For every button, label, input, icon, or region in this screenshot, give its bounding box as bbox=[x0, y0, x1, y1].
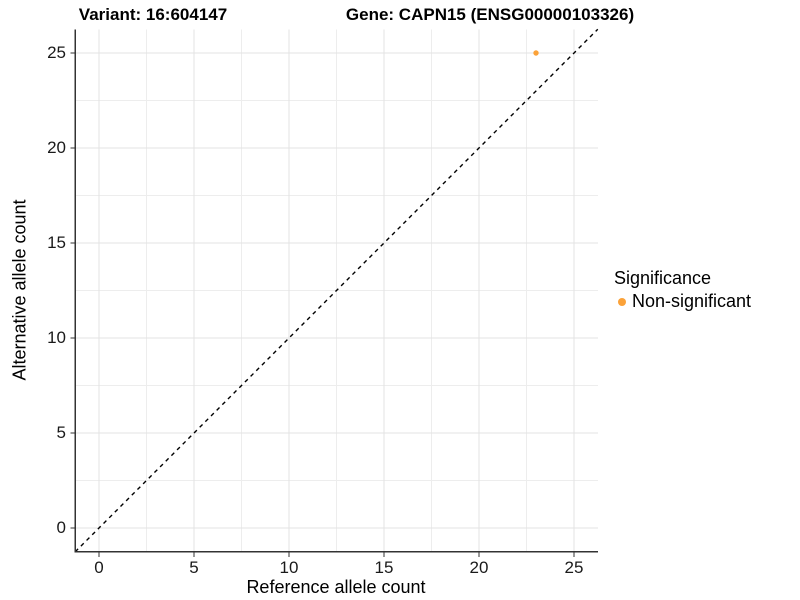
legend-item: Non-significant bbox=[612, 291, 751, 312]
y-tick-label: 5 bbox=[56, 423, 66, 442]
legend-title: Significance bbox=[614, 268, 712, 288]
x-tick-label: 5 bbox=[189, 558, 199, 577]
identity-line bbox=[74, 28, 599, 553]
x-tick-label: 15 bbox=[374, 558, 394, 577]
x-tick-label: 10 bbox=[279, 558, 299, 577]
legend-item-label: Non-significant bbox=[632, 291, 752, 311]
y-axis-title: Alternative allele count bbox=[9, 199, 30, 381]
x-axis-title: Reference allele count bbox=[246, 577, 426, 597]
variant-title: Variant: 16:604147 bbox=[78, 5, 228, 24]
x-tick-label: 20 bbox=[469, 558, 489, 577]
gene-title: Gene: CAPN15 (ENSG00000103326) bbox=[345, 5, 635, 24]
y-tick-label: 0 bbox=[56, 518, 66, 537]
legend: Significance Non-significant bbox=[612, 268, 751, 312]
y-tick-label: 25 bbox=[47, 43, 66, 62]
y-tick-label: 20 bbox=[47, 138, 66, 157]
legend-point-icon bbox=[618, 297, 626, 306]
x-tick-label: 25 bbox=[564, 558, 584, 577]
y-tick-label: 15 bbox=[47, 233, 66, 252]
x-tick-label: 0 bbox=[94, 558, 104, 577]
y-tick-label: 10 bbox=[47, 328, 66, 347]
data-point bbox=[533, 50, 539, 56]
